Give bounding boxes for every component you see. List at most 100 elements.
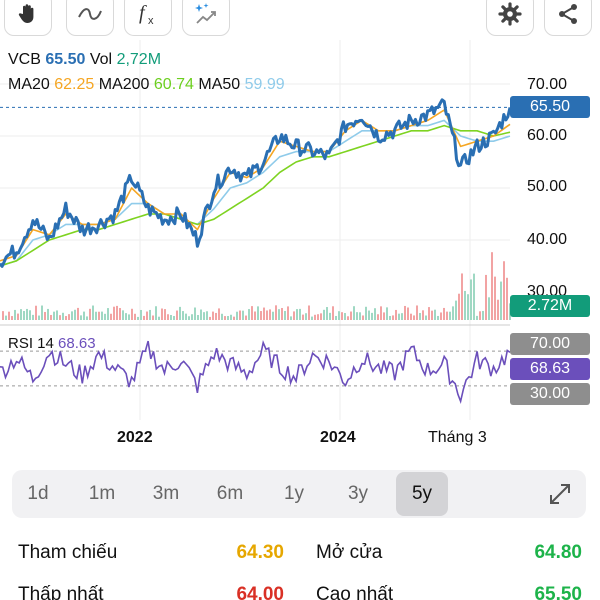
volume-bar <box>407 307 409 320</box>
volume-bar <box>68 314 70 320</box>
volume-bar <box>125 313 127 320</box>
volume-bar <box>416 305 418 320</box>
volume-bar <box>41 305 43 320</box>
volume-bar <box>431 310 433 320</box>
volume-bar <box>275 305 277 320</box>
price-chart-canvas[interactable] <box>0 40 600 460</box>
volume-bar <box>221 313 223 320</box>
volume-bar <box>440 312 442 320</box>
volume-bar <box>155 306 157 320</box>
volume-bar <box>32 314 34 320</box>
legend-ma200-label: MA200 <box>98 76 150 93</box>
volume-bar <box>389 315 391 320</box>
volume-bar <box>137 316 139 320</box>
legend-price-row: VCB 65.50 Vol 2,72M <box>8 51 161 69</box>
magic-tool-button[interactable] <box>182 0 230 36</box>
share-button[interactable] <box>544 0 592 36</box>
volume-bar <box>257 306 259 320</box>
high-value: 65.50 <box>534 584 582 600</box>
tab-1m[interactable]: 1m <box>88 483 116 504</box>
tab-1d[interactable]: 1d <box>27 483 49 504</box>
volume-bar <box>398 313 400 320</box>
tab-3m[interactable]: 3m <box>152 483 180 504</box>
volume-bar <box>113 306 115 320</box>
volume-bar <box>164 309 166 320</box>
volume-bar <box>185 313 187 320</box>
legend-ma50-label: MA50 <box>198 76 241 93</box>
volume-bar <box>347 316 349 320</box>
volume-bar <box>56 310 58 320</box>
price-tick-50: 50.00 <box>527 178 568 195</box>
legend-symbol: VCB <box>8 51 41 68</box>
volume-bar <box>278 309 280 320</box>
volume-bar <box>461 273 463 320</box>
volume-bar <box>497 299 499 320</box>
volume-bar <box>38 315 40 320</box>
volume-bar <box>494 276 496 320</box>
volume-bar <box>281 307 283 320</box>
volume-bar <box>353 306 355 320</box>
volume-bar <box>11 316 13 320</box>
volume-bar <box>215 312 217 320</box>
volume-bar <box>101 311 103 320</box>
volume-bar <box>359 312 361 320</box>
volume-bar <box>302 314 304 320</box>
volume-bar <box>314 314 316 320</box>
volume-bar <box>506 277 508 320</box>
volume-bar <box>167 314 169 320</box>
volume-bar <box>383 312 385 320</box>
tab-6m[interactable]: 6m <box>216 483 244 504</box>
volume-bar <box>296 309 298 320</box>
volume-bar <box>191 314 193 320</box>
current-price-tag: 65.50 <box>510 96 590 118</box>
volume-bar <box>227 316 229 320</box>
volume-bar <box>464 290 466 320</box>
volume-bar <box>455 300 457 320</box>
price-tick-40: 40.00 <box>527 231 568 248</box>
volume-bar <box>362 315 364 320</box>
price-chart[interactable] <box>0 40 600 460</box>
tab-3y[interactable]: 3y <box>347 483 369 504</box>
volume-bar <box>44 311 46 320</box>
volume-bar <box>386 307 388 320</box>
volume-bar <box>365 306 367 320</box>
volume-bar <box>23 311 25 320</box>
expand-icon[interactable] <box>546 480 574 508</box>
volume-bar <box>320 313 322 320</box>
legend-ma20-label: MA20 <box>8 76 50 93</box>
tab-1y[interactable]: 1y <box>283 483 305 504</box>
volume-tag: 2.72M <box>510 295 590 317</box>
volume-bar <box>371 312 373 320</box>
volume-bar <box>128 314 130 320</box>
volume-bar <box>449 311 451 320</box>
volume-bar <box>161 308 163 320</box>
volume-bar <box>20 309 22 320</box>
series-line-ma200 <box>0 124 511 267</box>
volume-bar <box>71 311 73 320</box>
volume-bar <box>329 312 331 320</box>
volume-bar <box>59 315 61 320</box>
volume-bar <box>107 308 109 320</box>
volume-bar <box>452 306 454 320</box>
volume-bar <box>335 315 337 320</box>
volume-bar <box>122 310 124 320</box>
volume-bar <box>47 308 49 320</box>
hand-tool-button[interactable] <box>4 0 52 36</box>
volume-bar <box>500 281 502 320</box>
volume-bar <box>470 279 472 320</box>
volume-bar <box>206 311 208 320</box>
legend-ma200: 60.74 <box>153 76 194 93</box>
volume-bar <box>395 309 397 320</box>
volume-bar <box>200 309 202 320</box>
volume-bar <box>143 315 145 320</box>
volume-bar <box>326 307 328 320</box>
volume-bar <box>425 315 427 320</box>
reference-value: 64.30 <box>236 542 284 563</box>
volume-bar <box>446 311 448 320</box>
line-tool-button[interactable] <box>66 0 114 36</box>
settings-button[interactable] <box>486 0 534 36</box>
volume-bar <box>2 311 4 320</box>
tab-5y[interactable]: 5y <box>396 472 448 516</box>
volume-bar <box>437 315 439 320</box>
